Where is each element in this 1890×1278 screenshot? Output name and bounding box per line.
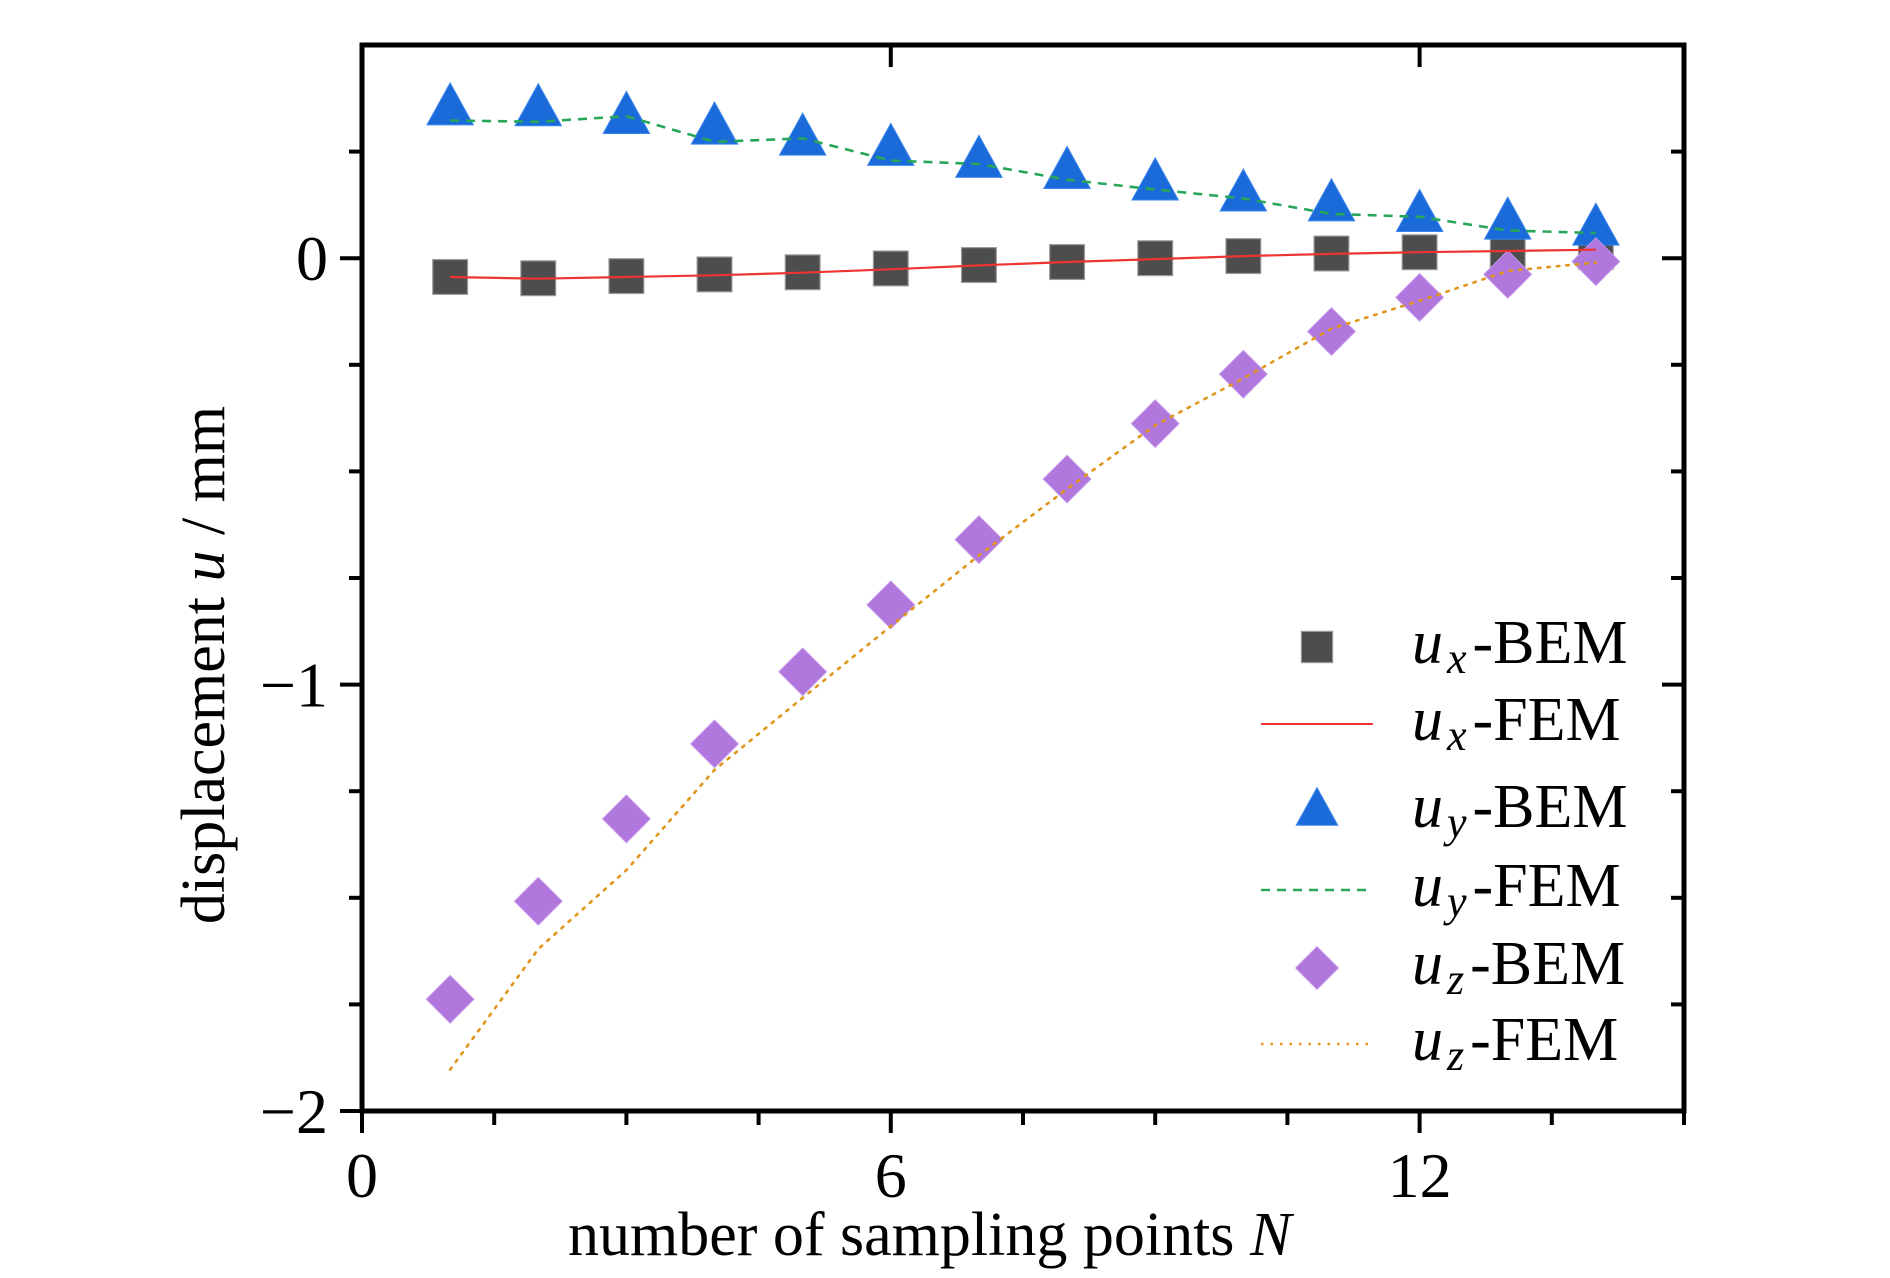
series-ux-BEM xyxy=(432,233,1614,297)
data-point xyxy=(425,974,475,1024)
data-point xyxy=(1130,399,1180,449)
legend-symbol: u xyxy=(1412,1006,1443,1074)
data-point xyxy=(1042,454,1092,504)
data-point xyxy=(778,647,828,697)
legend-marker-diamond xyxy=(1294,945,1340,991)
x-tick-label: 12 xyxy=(1388,1140,1452,1211)
axes: 0 6 12 0 −1 −2 xyxy=(260,42,1687,1211)
legend-subscript: y xyxy=(1443,877,1467,926)
data-point xyxy=(1219,167,1268,212)
legend-method: -BEM xyxy=(1470,930,1625,998)
legend-item-uy-FEM: uy-FEM xyxy=(1261,852,1621,926)
x-axis-title: number of sampling points N xyxy=(568,1201,1295,1269)
legend-method: -FEM xyxy=(1473,852,1621,920)
x-axis-title-symbol: N xyxy=(1249,1201,1295,1269)
legend-subscript: x xyxy=(1446,711,1467,760)
data-point xyxy=(1218,349,1268,399)
x-tick-label: 6 xyxy=(875,1140,907,1211)
legend-label: uz-BEM xyxy=(1412,930,1625,1004)
y-axis-title-unit: / mm xyxy=(170,406,238,551)
legend-method: -FEM xyxy=(1470,1006,1618,1074)
legend-label: ux-FEM xyxy=(1412,686,1621,760)
data-point xyxy=(513,876,563,926)
data-point xyxy=(866,580,916,630)
legend-label: uz-FEM xyxy=(1412,1006,1618,1080)
legend-label: uy-BEM xyxy=(1412,773,1628,847)
legend-marker-square xyxy=(1300,630,1334,664)
y-axis-title-symbol: u xyxy=(170,551,238,582)
y-tick-label: −1 xyxy=(260,650,328,721)
legend-item-ux-BEM: ux-BEM xyxy=(1300,609,1628,683)
series-line-uy-FEM xyxy=(450,114,1596,235)
data-point xyxy=(602,90,651,134)
legend-symbol: u xyxy=(1412,609,1443,677)
legend-subscript: z xyxy=(1446,955,1464,1004)
data-point xyxy=(1307,177,1356,222)
legend-label: uy-FEM xyxy=(1412,852,1621,926)
data-point xyxy=(690,101,739,145)
legend-subscript: y xyxy=(1443,798,1467,847)
data-point xyxy=(778,112,827,156)
y-axis-title: displacement u / mm xyxy=(170,406,238,924)
x-tick-label: 0 xyxy=(346,1140,378,1211)
data-point xyxy=(1395,272,1445,322)
legend-label: ux-BEM xyxy=(1412,609,1628,683)
legend-marker-triangle xyxy=(1295,786,1339,826)
legend-item-ux-FEM: ux-FEM xyxy=(1261,686,1621,760)
legend-symbol: u xyxy=(1412,852,1443,920)
legend-method: -FEM xyxy=(1473,686,1621,754)
legend-method: -BEM xyxy=(1473,773,1628,841)
y-tick-label: 0 xyxy=(296,223,328,294)
data-point xyxy=(1483,196,1532,240)
series-uz-BEM xyxy=(425,237,1621,1024)
data-point xyxy=(1395,188,1444,233)
data-point xyxy=(1483,249,1533,299)
legend-item-uy-BEM: uy-BEM xyxy=(1295,773,1628,847)
y-tick-label: −2 xyxy=(260,1076,328,1147)
data-point xyxy=(1306,307,1356,357)
data-point xyxy=(514,82,563,127)
series-line-uz-FEM xyxy=(448,261,1598,1071)
legend-subscript: x xyxy=(1446,634,1467,683)
legend-subscript: z xyxy=(1446,1031,1464,1080)
data-point xyxy=(866,122,915,166)
x-axis-title-text: number of sampling points xyxy=(568,1201,1234,1269)
legend-item-uz-FEM: uz-FEM xyxy=(1261,1006,1618,1080)
data-point xyxy=(1131,156,1180,201)
legend-symbol: u xyxy=(1412,930,1443,998)
series-line-ux-FEM xyxy=(450,248,1596,280)
legend-method: -BEM xyxy=(1473,609,1628,677)
legend-symbol: u xyxy=(1412,686,1443,754)
data-point xyxy=(426,81,475,126)
data-point xyxy=(954,515,1004,565)
series-uy-BEM xyxy=(426,81,1620,246)
series-layer xyxy=(425,81,1621,1071)
data-point xyxy=(954,134,1003,178)
data-point xyxy=(690,719,740,769)
legend-item-uz-BEM: uz-BEM xyxy=(1294,930,1625,1004)
data-point xyxy=(601,794,651,844)
legend-symbol: u xyxy=(1412,773,1443,841)
y-axis-title-text: displacement xyxy=(170,597,238,924)
